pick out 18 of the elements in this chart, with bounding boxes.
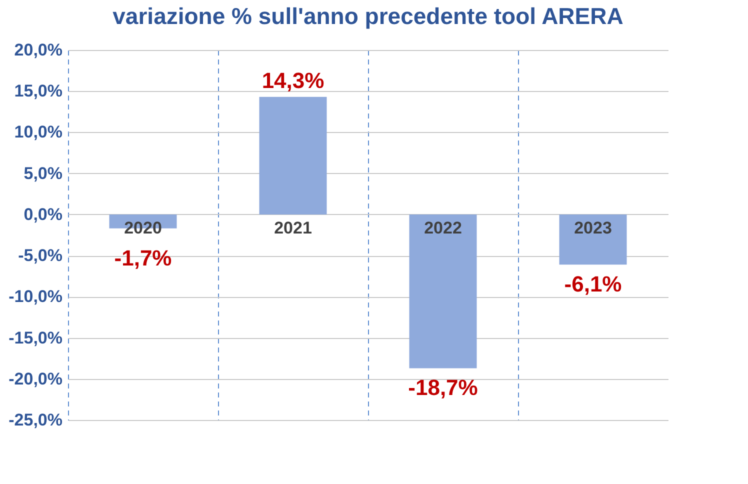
data-label: -6,1% [564, 272, 622, 297]
y-tick-label: -15,0% [8, 328, 62, 348]
y-tick-label: -5,0% [18, 246, 62, 266]
data-label: -1,7% [114, 245, 172, 270]
y-tick-label: 5,0% [24, 164, 62, 183]
y-tick-label: -25,0% [8, 410, 62, 430]
data-label: -18,7% [408, 375, 478, 400]
y-tick-label: -10,0% [8, 287, 62, 306]
y-tick-label: 20,0% [14, 40, 62, 60]
x-tick-label: 2022 [424, 218, 462, 238]
x-tick-label: 2023 [574, 218, 612, 238]
data-label: 14,3% [262, 68, 324, 93]
y-tick-label: 10,0% [14, 122, 62, 142]
y-tick-label: 15,0% [14, 82, 62, 101]
x-tick-label: 2021 [274, 218, 312, 238]
y-tick-label: 0,0% [24, 204, 62, 224]
y-tick-label: -20,0% [8, 369, 62, 388]
chart-title: variazione % sull'anno precedente tool ARERA [112, 3, 624, 29]
